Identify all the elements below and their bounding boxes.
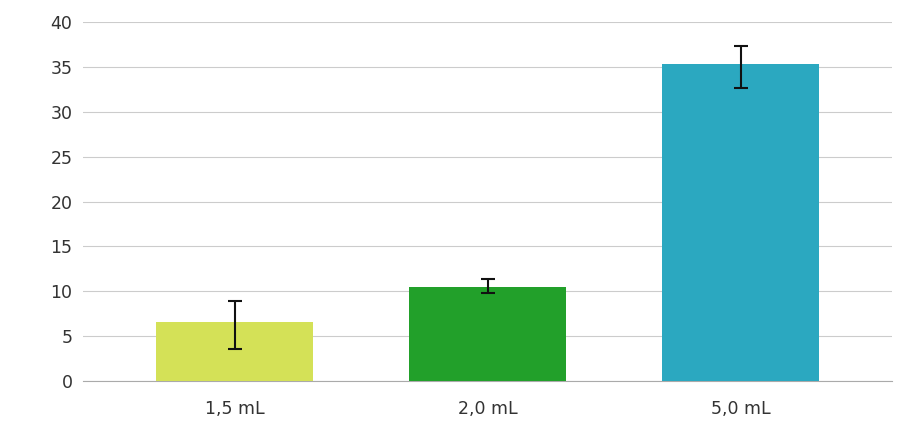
Bar bbox=[156, 322, 312, 381]
Bar bbox=[662, 64, 818, 381]
Bar bbox=[409, 287, 565, 381]
